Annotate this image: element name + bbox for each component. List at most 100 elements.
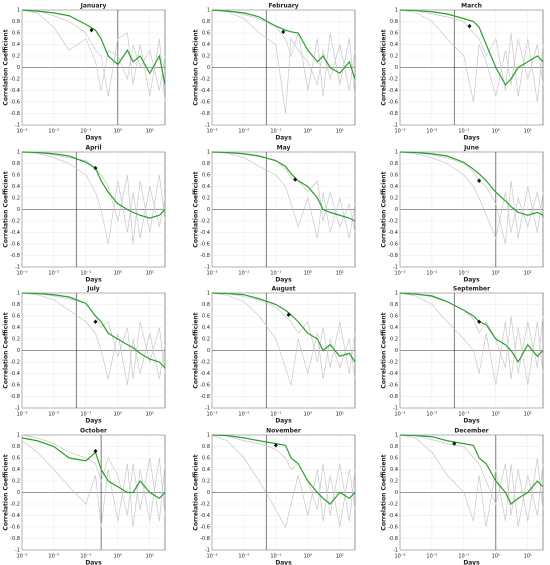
y-tick-label: 0.2: [12, 479, 20, 485]
series-line: [21, 9, 166, 85]
x-tick-label: 10⁻¹: [80, 554, 91, 560]
series-line: [399, 292, 544, 374]
y-tick-label: -1: [393, 123, 398, 129]
y-tick-label: -0.2: [10, 360, 20, 366]
x-tick-label: 10⁻¹: [458, 129, 469, 135]
panel: -1 -0.8 -0.6 -0.4 -0.2 0 0.2 0.4 0.6 0.8 1 10⁻³ 10⁻²…: [3, 145, 166, 284]
series-line: [21, 440, 166, 528]
y-axis-label: Correlation Coefficient: [193, 171, 200, 247]
panel: -1 -0.8 -0.6 -0.4 -0.2 0 0.2 0.4 0.6 0.8 1 10⁻³ 10⁻²…: [381, 3, 544, 142]
y-tick-label: 0.4: [202, 467, 210, 473]
y-tick-label: -0.4: [10, 371, 20, 377]
series-line: [21, 151, 166, 219]
x-tick-label: 10⁻²: [238, 271, 249, 277]
y-tick-label: -1: [393, 265, 398, 271]
y-tick-label: -0.6: [200, 383, 210, 389]
x-tick-label: 10⁻¹: [458, 412, 469, 418]
x-axis-label: Days: [463, 560, 480, 565]
y-tick-label: -0.2: [200, 360, 210, 366]
y-tick-label: -0.6: [388, 242, 398, 248]
y-tick-label: 0.4: [12, 325, 20, 331]
x-tick-label: 10⁻²: [238, 412, 249, 418]
y-tick-label: -0.2: [388, 219, 398, 225]
x-tick-label: 10⁻²: [238, 554, 249, 560]
marker: [286, 312, 291, 318]
x-tick-label: 10¹: [146, 271, 154, 277]
y-tick-label: 0.4: [12, 467, 20, 473]
y-tick-label: 0.6: [390, 31, 398, 37]
y-tick-label: 0.4: [202, 325, 210, 331]
y-tick-label: -0.8: [10, 536, 20, 542]
marker: [477, 319, 482, 324]
y-tick-label: 0.6: [390, 314, 398, 320]
x-tick-label: 10⁻³: [394, 554, 405, 560]
x-tick-label: 10⁰: [114, 554, 122, 560]
series-line: [21, 292, 166, 380]
x-axis-label: Days: [463, 277, 480, 284]
x-tick-label: 10⁰: [492, 412, 500, 418]
y-tick-label: 1: [207, 8, 210, 14]
y-tick-label: -0.4: [388, 88, 398, 94]
y-tick-label: 1: [395, 8, 398, 14]
y-tick-label: 0.4: [390, 325, 398, 331]
y-tick-label: 0.6: [390, 173, 398, 179]
x-tick-label: 10⁰: [114, 129, 122, 135]
x-tick-label: 10¹: [524, 554, 532, 560]
y-tick-label: 0.2: [12, 54, 20, 60]
y-tick-label: 0.8: [12, 161, 20, 167]
y-tick-label: 0.8: [202, 19, 210, 25]
y-tick-label: -0.4: [10, 513, 20, 519]
x-tick-label: 10⁻¹: [458, 271, 469, 277]
y-tick-label: 1: [17, 150, 20, 156]
y-tick-label: -0.4: [388, 371, 398, 377]
series-line: [21, 9, 166, 103]
x-tick-label: 10¹: [146, 554, 154, 560]
series-line: [211, 292, 356, 374]
chart-title: September: [453, 286, 490, 293]
y-tick-label: -0.2: [388, 360, 398, 366]
y-tick-label: -1: [205, 406, 210, 412]
marker: [93, 319, 98, 324]
marker: [467, 23, 472, 29]
series-line: [399, 9, 544, 86]
series-line: [399, 292, 544, 386]
y-tick-label: 0: [395, 65, 398, 71]
y-tick-label: 0: [207, 207, 210, 213]
series-line: [211, 434, 356, 505]
y-tick-label: 0.8: [390, 19, 398, 25]
y-tick-label: 0.4: [202, 184, 210, 190]
x-tick-label: 10⁻²: [48, 271, 59, 277]
x-tick-label: 10⁻³: [206, 129, 217, 135]
y-tick-label: -1: [15, 548, 20, 554]
y-tick-label: 0.6: [202, 31, 210, 37]
y-tick-label: 0.2: [202, 479, 210, 485]
y-tick-label: 0.2: [390, 479, 398, 485]
x-axis-label: Days: [463, 418, 480, 425]
panel: -1 -0.8 -0.6 -0.4 -0.2 0 0.2 0.4 0.6 0.8 1 10⁻³ 10⁻²…: [193, 286, 356, 425]
y-tick-label: -0.6: [10, 242, 20, 248]
marker: [293, 177, 298, 182]
chart-title: March: [461, 3, 482, 10]
y-axis-label: Correlation Coefficient: [381, 312, 388, 388]
y-tick-label: -0.4: [200, 513, 210, 519]
panel: -1 -0.8 -0.6 -0.4 -0.2 0 0.2 0.4 0.6 0.8 1 10⁻³ 10⁻²…: [381, 428, 544, 565]
y-tick-label: 0: [17, 348, 20, 354]
x-tick-label: 10¹: [524, 412, 532, 418]
marker: [89, 27, 94, 33]
x-tick-label: 10⁻³: [394, 271, 405, 277]
x-tick-label: 10⁰: [304, 129, 312, 135]
x-tick-label: 10⁻³: [206, 412, 217, 418]
series-line: [211, 292, 356, 363]
series-line: [399, 151, 544, 216]
series-line: [211, 292, 356, 386]
x-tick-label: 10¹: [336, 412, 344, 418]
x-tick-label: 10⁻²: [48, 412, 59, 418]
series-line: [399, 434, 544, 505]
y-axis-label: Correlation Coefficient: [193, 312, 200, 388]
x-axis-label: Days: [85, 277, 102, 284]
y-tick-label: -0.8: [200, 253, 210, 259]
x-tick-label: 10⁰: [492, 554, 500, 560]
y-tick-label: -0.8: [10, 253, 20, 259]
x-tick-label: 10⁻¹: [80, 271, 91, 277]
